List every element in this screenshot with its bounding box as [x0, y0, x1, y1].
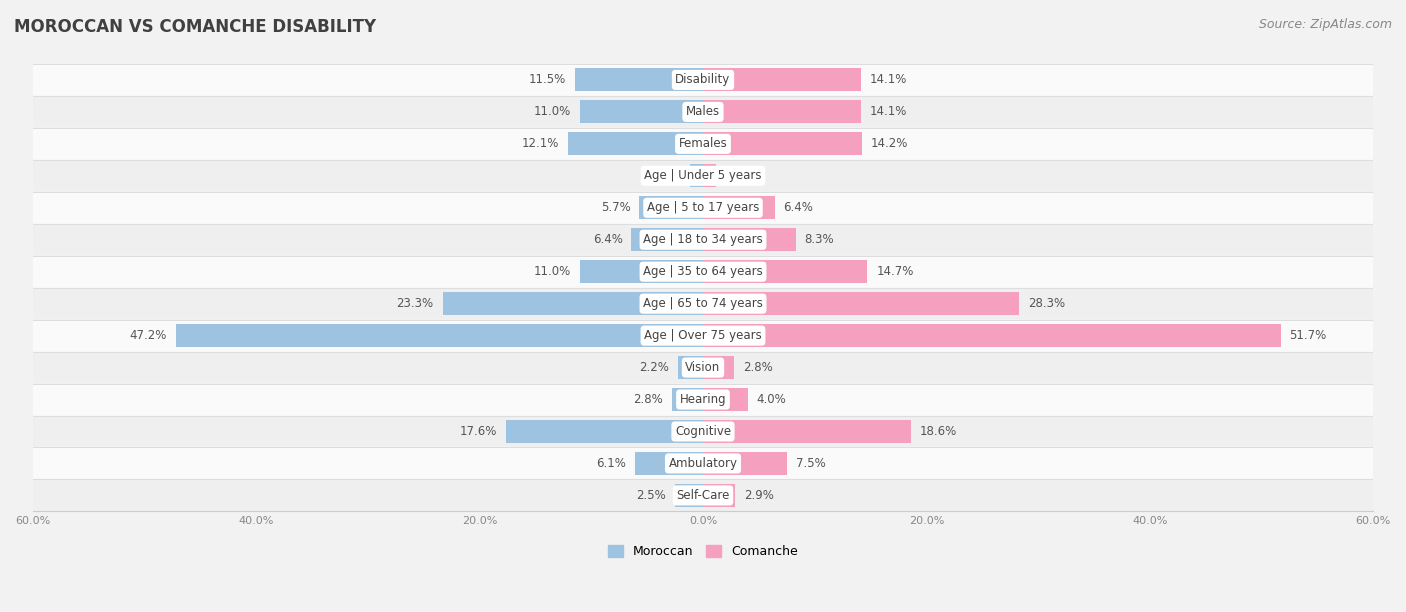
- Bar: [703, 292, 1019, 315]
- Bar: [176, 324, 703, 347]
- Bar: [703, 388, 748, 411]
- Bar: [636, 452, 703, 475]
- Bar: [506, 420, 703, 443]
- Text: 14.1%: 14.1%: [869, 105, 907, 118]
- Text: Age | Over 75 years: Age | Over 75 years: [644, 329, 762, 342]
- Text: Age | 18 to 34 years: Age | 18 to 34 years: [643, 233, 763, 246]
- Text: 18.6%: 18.6%: [920, 425, 957, 438]
- Bar: [32, 192, 1374, 224]
- Bar: [703, 100, 860, 124]
- Text: 2.5%: 2.5%: [637, 489, 666, 502]
- Bar: [32, 256, 1374, 288]
- Bar: [32, 416, 1374, 447]
- Text: 11.0%: 11.0%: [534, 265, 571, 278]
- Bar: [581, 100, 703, 124]
- Text: MOROCCAN VS COMANCHE DISABILITY: MOROCCAN VS COMANCHE DISABILITY: [14, 18, 377, 36]
- Text: 1.2%: 1.2%: [725, 170, 755, 182]
- Text: Source: ZipAtlas.com: Source: ZipAtlas.com: [1258, 18, 1392, 31]
- Text: 6.4%: 6.4%: [783, 201, 813, 214]
- Text: 6.4%: 6.4%: [593, 233, 623, 246]
- Bar: [32, 384, 1374, 416]
- Bar: [32, 319, 1374, 351]
- Text: Cognitive: Cognitive: [675, 425, 731, 438]
- Text: 11.0%: 11.0%: [534, 105, 571, 118]
- Bar: [443, 292, 703, 315]
- Bar: [703, 484, 735, 507]
- Text: 7.5%: 7.5%: [796, 457, 825, 470]
- Legend: Moroccan, Comanche: Moroccan, Comanche: [603, 540, 803, 563]
- Text: Age | 65 to 74 years: Age | 65 to 74 years: [643, 297, 763, 310]
- Bar: [703, 228, 796, 252]
- Bar: [703, 420, 911, 443]
- Text: 14.1%: 14.1%: [869, 73, 907, 86]
- Text: 28.3%: 28.3%: [1028, 297, 1066, 310]
- Bar: [672, 388, 703, 411]
- Bar: [32, 288, 1374, 319]
- Text: Ambulatory: Ambulatory: [668, 457, 738, 470]
- Bar: [575, 69, 703, 91]
- Text: Females: Females: [679, 137, 727, 151]
- Text: Age | 5 to 17 years: Age | 5 to 17 years: [647, 201, 759, 214]
- Text: 4.0%: 4.0%: [756, 393, 786, 406]
- Bar: [581, 260, 703, 283]
- Text: 47.2%: 47.2%: [129, 329, 167, 342]
- Bar: [568, 132, 703, 155]
- Bar: [32, 479, 1374, 512]
- Bar: [631, 228, 703, 252]
- Bar: [675, 484, 703, 507]
- Text: 17.6%: 17.6%: [460, 425, 498, 438]
- Text: 1.2%: 1.2%: [651, 170, 681, 182]
- Text: 14.7%: 14.7%: [876, 265, 914, 278]
- Bar: [32, 160, 1374, 192]
- Text: 51.7%: 51.7%: [1289, 329, 1327, 342]
- Text: 2.2%: 2.2%: [640, 361, 669, 374]
- Bar: [703, 452, 787, 475]
- Bar: [32, 224, 1374, 256]
- Bar: [32, 64, 1374, 96]
- Text: 11.5%: 11.5%: [529, 73, 565, 86]
- Text: Disability: Disability: [675, 73, 731, 86]
- Bar: [703, 164, 717, 187]
- Text: Age | 35 to 64 years: Age | 35 to 64 years: [643, 265, 763, 278]
- Bar: [32, 447, 1374, 479]
- Text: 2.8%: 2.8%: [744, 361, 773, 374]
- Text: Vision: Vision: [685, 361, 721, 374]
- Bar: [32, 351, 1374, 384]
- Bar: [703, 196, 775, 219]
- Bar: [703, 132, 862, 155]
- Bar: [640, 196, 703, 219]
- Text: 23.3%: 23.3%: [396, 297, 433, 310]
- Text: 6.1%: 6.1%: [596, 457, 626, 470]
- Bar: [703, 69, 860, 91]
- Text: Self-Care: Self-Care: [676, 489, 730, 502]
- Text: 14.2%: 14.2%: [870, 137, 908, 151]
- Bar: [703, 356, 734, 379]
- Bar: [689, 164, 703, 187]
- Bar: [679, 356, 703, 379]
- Text: Males: Males: [686, 105, 720, 118]
- Text: 8.3%: 8.3%: [804, 233, 834, 246]
- Bar: [703, 324, 1281, 347]
- Text: Age | Under 5 years: Age | Under 5 years: [644, 170, 762, 182]
- Text: 5.7%: 5.7%: [600, 201, 630, 214]
- Bar: [32, 128, 1374, 160]
- Text: 12.1%: 12.1%: [522, 137, 558, 151]
- Bar: [703, 260, 868, 283]
- Bar: [32, 96, 1374, 128]
- Text: Hearing: Hearing: [679, 393, 727, 406]
- Text: 2.8%: 2.8%: [633, 393, 662, 406]
- Text: 2.9%: 2.9%: [744, 489, 775, 502]
